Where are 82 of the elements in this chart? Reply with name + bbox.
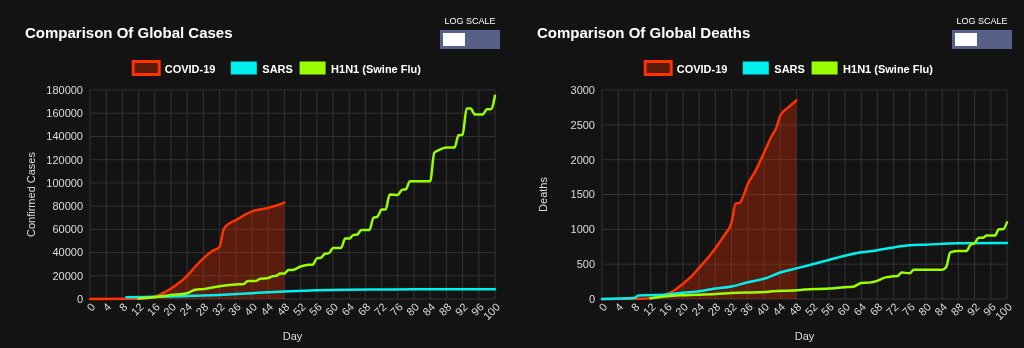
y-tick-label: 100000: [46, 176, 83, 189]
legend-label: COVID-19: [676, 62, 728, 75]
x-tick-label: 56: [818, 300, 836, 318]
x-tick-label: 92: [964, 300, 982, 318]
legend-label: COVID-19: [164, 62, 216, 75]
x-tick-label: 48: [786, 300, 804, 318]
x-tick-label: 84: [932, 300, 950, 318]
x-tick-label: 88: [948, 300, 966, 318]
x-tick-label: 92: [452, 300, 470, 318]
x-tick-label: 12: [128, 300, 146, 318]
x-tick-label: 76: [387, 300, 405, 318]
y-tick-label: 60000: [52, 223, 83, 236]
x-tick-label: 68: [355, 300, 373, 318]
y-tick-label: 40000: [52, 246, 83, 259]
x-tick-label: 44: [258, 300, 276, 318]
x-tick-label: 60: [834, 300, 853, 318]
y-tick-label: 500: [576, 258, 595, 271]
x-tick-label: 28: [705, 300, 723, 318]
x-tick-label: 36: [737, 300, 755, 318]
y-tick-label: 0: [588, 292, 595, 305]
x-tick-label: 48: [274, 300, 292, 318]
text: LOG SCALE: [956, 16, 1008, 26]
x-tick-label: 60: [322, 300, 341, 318]
line-series: [125, 287, 497, 299]
line-series: [649, 221, 1009, 300]
x-tick-label: 84: [420, 300, 438, 318]
y-tick-label: 140000: [46, 130, 83, 143]
x-tick-label: 68: [867, 300, 885, 318]
x-tick-label: 56: [306, 300, 324, 318]
legend-label: H1N1 (Swine Flu): [843, 62, 934, 75]
y-tick-label: 180000: [46, 83, 83, 96]
y-tick-label: 120000: [46, 153, 83, 166]
x-tick-label: 40: [241, 300, 260, 318]
x-tick-label: 52: [290, 300, 308, 318]
x-tick-label: 24: [689, 300, 707, 318]
x-tick-label: 64: [851, 300, 869, 318]
x-tick-label: 16: [656, 300, 674, 318]
y-axis-title: Confirmed Cases: [25, 151, 37, 237]
x-tick-label: 64: [339, 300, 357, 318]
x-tick-label: 76: [899, 300, 917, 318]
x-tick-label: 32: [721, 300, 739, 318]
x-tick-label: 0: [596, 300, 610, 314]
x-tick-label: 80: [403, 300, 422, 318]
x-tick-label: 4: [100, 300, 114, 314]
x-tick-label: 32: [209, 300, 227, 318]
x-tick-label: 4: [612, 300, 626, 314]
y-tick-label: 20000: [52, 269, 83, 282]
x-tick-label: 24: [177, 300, 195, 318]
x-tick-label: 8: [628, 300, 642, 314]
x-tick-label: 20: [160, 300, 179, 318]
legend-label: SARS: [774, 62, 805, 75]
y-tick-label: 80000: [52, 199, 83, 212]
y-tick-label: 0: [76, 292, 83, 305]
x-tick-label: 28: [193, 300, 211, 318]
chart-title: Comparison Of Global Cases: [25, 24, 233, 41]
x-tick-label: 8: [116, 300, 130, 314]
y-tick-label: 1000: [570, 223, 595, 236]
text: LOG SCALE: [444, 16, 496, 26]
y-tick-label: 2500: [570, 118, 595, 131]
x-tick-label: 36: [225, 300, 243, 318]
x-tick-label: 44: [770, 300, 788, 318]
legend-label: H1N1 (Swine Flu): [331, 62, 422, 75]
x-axis-title: Day: [282, 330, 303, 342]
x-axis-title: Day: [794, 330, 815, 342]
x-tick-label: 80: [915, 300, 934, 318]
x-tick-label: 88: [436, 300, 454, 318]
y-tick-label: 160000: [46, 107, 83, 120]
x-tick-label: 72: [371, 300, 389, 318]
x-tick-label: 16: [144, 300, 162, 318]
y-axis-title: Deaths: [537, 176, 549, 212]
legend-label: SARS: [262, 62, 293, 75]
x-tick-label: 20: [672, 300, 691, 318]
line-series: [137, 94, 497, 300]
x-tick-label: 40: [753, 300, 772, 318]
y-tick-label: 1500: [570, 188, 595, 201]
x-tick-label: 72: [883, 300, 901, 318]
x-tick-label: 52: [802, 300, 820, 318]
chart-title: Comparison Of Global Deaths: [537, 24, 751, 41]
x-tick-label: 0: [84, 300, 98, 314]
y-tick-label: 2000: [570, 153, 595, 166]
x-tick-label: 12: [640, 300, 658, 318]
y-tick-label: 3000: [570, 83, 595, 96]
